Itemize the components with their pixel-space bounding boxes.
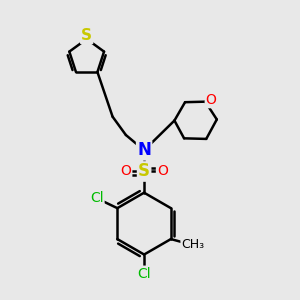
Text: O: O — [120, 164, 131, 178]
Text: O: O — [157, 164, 168, 178]
Text: S: S — [81, 28, 92, 43]
Text: Cl: Cl — [90, 191, 104, 205]
Text: CH₃: CH₃ — [182, 238, 205, 251]
Text: Cl: Cl — [137, 267, 151, 281]
Text: O: O — [206, 93, 217, 107]
Text: N: N — [137, 141, 151, 159]
Text: S: S — [138, 163, 150, 181]
